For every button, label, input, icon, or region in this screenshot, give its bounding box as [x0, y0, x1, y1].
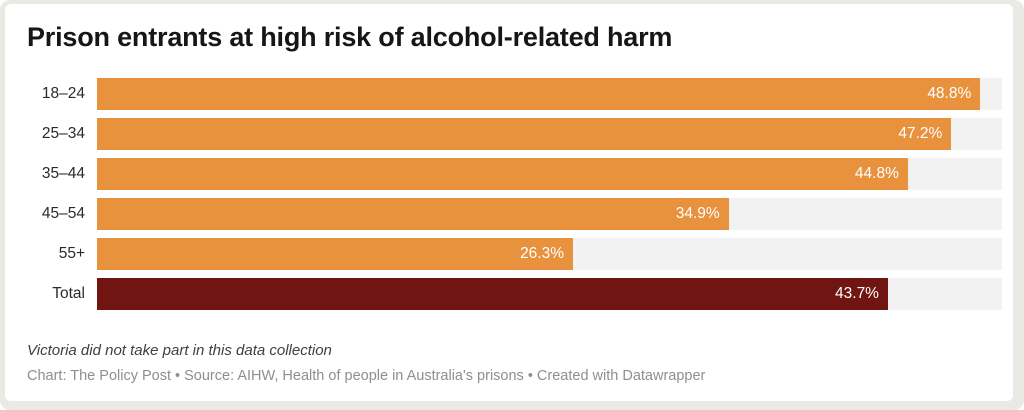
chart-footnote: Victoria did not take part in this data …	[27, 342, 332, 359]
category-label: 25–34	[41, 125, 85, 142]
chart-card: Prison entrants at high risk of alcohol-…	[5, 4, 1013, 401]
bar-value-label: 43.7%	[835, 285, 879, 302]
category-label: 35–44	[41, 165, 85, 182]
category-label: Total	[52, 285, 85, 302]
category-label: 55+	[58, 245, 85, 262]
bar: 34.9%	[97, 198, 729, 230]
bar: 48.8%	[97, 78, 981, 110]
bar-row: 25–34 47.2%	[27, 118, 1002, 150]
bar-row: 18–24 48.8%	[27, 78, 1002, 110]
bar: 43.7%	[97, 278, 888, 310]
bar-row: Total 43.7%	[27, 278, 1002, 310]
bar-value-label: 26.3%	[520, 245, 565, 262]
bar-row: 45–54 34.9%	[27, 198, 1002, 230]
category-label: 18–24	[41, 85, 85, 102]
bar-track: 34.9%	[97, 198, 1002, 230]
chart-title: Prison entrants at high risk of alcohol-…	[27, 22, 673, 52]
bar-value-label: 47.2%	[898, 125, 943, 142]
bar-row: 55+ 26.3%	[27, 238, 1002, 270]
bar-track: 43.7%	[97, 278, 1002, 310]
bar-track: 26.3%	[97, 238, 1002, 270]
bar: 44.8%	[97, 158, 908, 190]
bar-track: 44.8%	[97, 158, 1002, 190]
bar-value-label: 44.8%	[854, 165, 899, 182]
bar: 26.3%	[97, 238, 574, 270]
bar-track: 47.2%	[97, 118, 1002, 150]
category-label: 45–54	[41, 205, 85, 222]
bar-value-label: 48.8%	[927, 85, 972, 102]
bar: 47.2%	[97, 118, 952, 150]
bar-chart: 18–24 48.8% 25–34 47.2% 35–44	[27, 78, 1002, 310]
bar-track: 48.8%	[97, 78, 1002, 110]
bar-row: 35–44 44.8%	[27, 158, 1002, 190]
bar-value-label: 34.9%	[675, 205, 720, 222]
chart-attribution: Chart: The Policy Post • Source: AIHW, H…	[27, 368, 706, 384]
